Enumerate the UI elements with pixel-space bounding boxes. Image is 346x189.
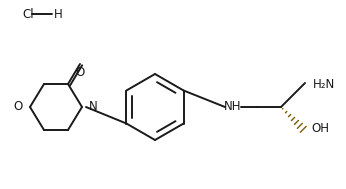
Text: O: O [14, 101, 23, 114]
Text: Cl: Cl [22, 8, 34, 20]
Text: O: O [75, 66, 85, 78]
Text: OH: OH [311, 122, 329, 136]
Text: N: N [89, 101, 98, 114]
Text: NH: NH [224, 101, 242, 114]
Text: H: H [54, 8, 62, 20]
Text: H₂N: H₂N [313, 78, 335, 91]
